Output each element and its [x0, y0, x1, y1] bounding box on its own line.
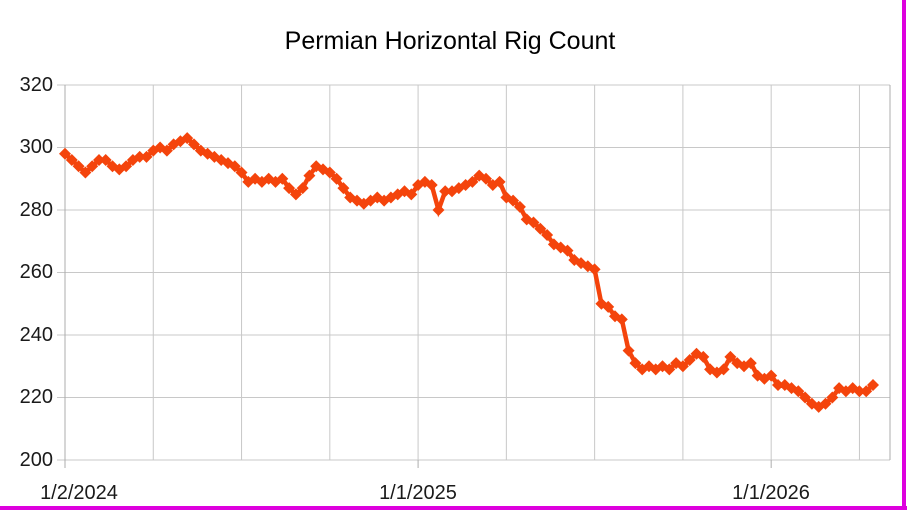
- series-markers: [59, 132, 879, 413]
- y-tick-label-280: 280: [19, 199, 53, 221]
- chart-title: Permian Horizontal Rig Count: [284, 27, 616, 55]
- x-tick-label-2026: 1/1/2026: [732, 482, 810, 504]
- y-tick-label-320: 320: [19, 74, 53, 96]
- y-tick-label-300: 300: [19, 136, 53, 158]
- x-tick-label-2025: 1/1/2025: [379, 482, 457, 504]
- y-tick-label-240: 240: [19, 324, 53, 346]
- page-break-line-bottom: [0, 506, 907, 510]
- y-tick-label-220: 220: [19, 386, 53, 408]
- x-tick-label-2024: 1/2/2024: [40, 482, 118, 504]
- page-break-line-right: [902, 0, 906, 510]
- y-tick-label-260: 260: [19, 261, 53, 283]
- y-tick-label-200: 200: [19, 449, 53, 471]
